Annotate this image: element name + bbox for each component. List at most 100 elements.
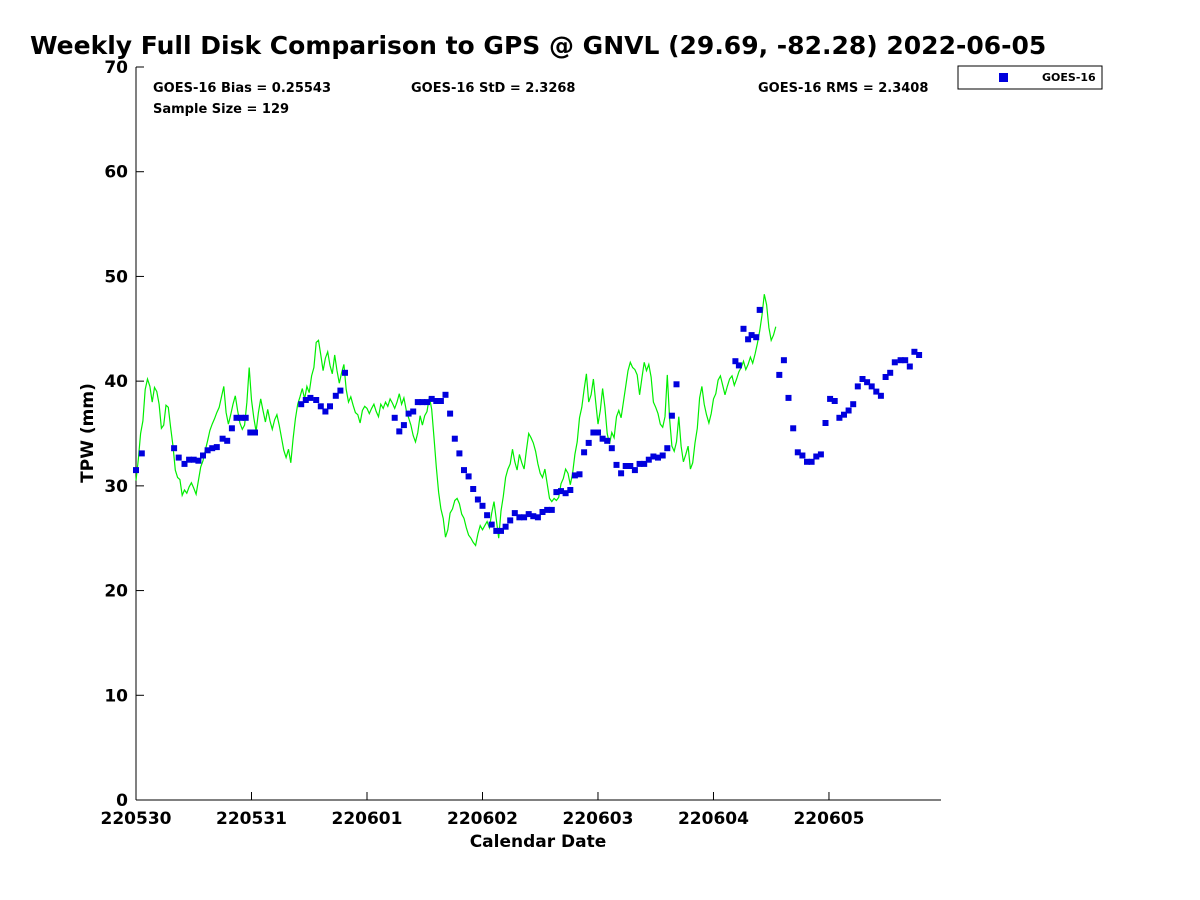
goes16-point	[799, 452, 806, 459]
goes16-point	[484, 512, 491, 519]
goes16-point	[488, 521, 495, 528]
goes16-point	[327, 403, 333, 410]
goes16-point	[190, 456, 197, 463]
goes16-point	[631, 467, 638, 474]
goes16-point	[465, 473, 472, 480]
goes16-point	[673, 381, 680, 388]
goes16-point	[882, 374, 889, 380]
goes16-point	[854, 383, 861, 390]
y-ticks: 0 10 20 30 40 50 60 70	[104, 58, 144, 811]
plot-area	[135, 67, 941, 801]
goes16-point	[544, 506, 551, 513]
goes16-point	[437, 398, 444, 404]
goes16-point	[521, 514, 528, 521]
goes16-point	[780, 357, 787, 364]
goes16-point	[302, 397, 309, 403]
goes16-point	[400, 422, 407, 429]
y-tick-label: 60	[104, 163, 128, 183]
gps-series	[135, 294, 777, 547]
y-tick-label: 0	[116, 791, 128, 811]
goes16-point	[641, 460, 648, 467]
goes16-point	[195, 457, 202, 464]
goes16-point	[539, 509, 546, 515]
goes16-point	[613, 461, 620, 468]
goes16-point	[498, 527, 504, 534]
goes16-point	[732, 358, 739, 365]
goes16-point	[456, 450, 463, 457]
y-tick-label: 20	[104, 582, 128, 602]
goes16-point	[332, 392, 339, 399]
goes16-point	[204, 447, 211, 454]
goes16-point	[562, 490, 569, 497]
goes16-point	[745, 336, 752, 343]
goes16-point	[808, 458, 815, 465]
goes16-point	[776, 371, 783, 378]
goes16-point	[822, 420, 829, 426]
goes16-point	[831, 398, 838, 404]
goes16-point	[479, 502, 486, 509]
goes16-point	[313, 397, 320, 403]
x-tick-label: 220605	[793, 809, 864, 829]
x-axis-label: Calendar Date	[470, 832, 607, 852]
goes16-point	[836, 414, 843, 421]
goes16-point	[507, 517, 514, 524]
goes16-point	[213, 444, 220, 451]
goes16-point	[247, 429, 254, 436]
goes16-point	[525, 511, 532, 518]
goes16-point	[224, 437, 231, 444]
goes16-point	[461, 467, 467, 474]
gps-line	[135, 294, 777, 547]
goes16-point	[571, 472, 578, 479]
goes16-point	[186, 456, 193, 463]
x-tick-label: 220531	[216, 809, 287, 829]
goes16-point	[748, 332, 755, 339]
goes16-point	[790, 425, 797, 432]
goes16-point	[171, 445, 178, 452]
goes16-point	[242, 414, 249, 421]
y-tick-label: 70	[104, 58, 128, 78]
goes16-point	[868, 383, 875, 390]
goes16-point	[668, 412, 675, 419]
goes16-point	[428, 395, 435, 402]
goes16-point	[133, 467, 139, 474]
y-tick-label: 30	[104, 477, 128, 497]
goes16-point	[307, 394, 314, 401]
goes16-point	[493, 527, 500, 534]
goes16-point	[659, 452, 666, 459]
goes16-point	[424, 399, 430, 406]
goes16-point	[627, 463, 634, 469]
goes16-point	[753, 334, 760, 341]
goes16-point	[645, 456, 652, 463]
x-tick-label: 220604	[678, 809, 749, 829]
goes16-point	[664, 445, 671, 452]
y-tick-label: 40	[104, 372, 128, 392]
goes16-point	[902, 357, 909, 364]
goes16-point	[414, 399, 421, 406]
goes16-point	[567, 487, 574, 493]
goes16-point	[530, 513, 537, 520]
goes16-point	[622, 463, 629, 469]
goes16-point	[553, 489, 560, 496]
goes16-point	[650, 453, 657, 460]
goes16-point	[756, 306, 763, 313]
goes16-point	[298, 401, 305, 408]
goes16-point	[233, 414, 240, 421]
y-tick-label: 10	[104, 686, 128, 706]
goes16-point	[804, 458, 810, 465]
goes16-point	[419, 399, 426, 406]
goes16-point	[794, 449, 801, 456]
goes16-point	[864, 379, 871, 386]
x-tick-label: 220603	[562, 809, 633, 829]
goes16-point	[636, 460, 643, 467]
y-axis-label: TPW (mm)	[78, 383, 98, 483]
stat-sample-size: Sample Size = 129	[153, 102, 289, 117]
goes16-point	[511, 510, 518, 517]
goes16-point	[219, 435, 226, 442]
goes16-point	[817, 451, 824, 458]
goes16-point	[740, 325, 747, 332]
goes16-point	[599, 435, 606, 442]
goes16-point	[887, 369, 894, 376]
goes16-point	[877, 392, 884, 399]
goes16-point	[447, 410, 454, 417]
goes16-point	[209, 445, 216, 452]
